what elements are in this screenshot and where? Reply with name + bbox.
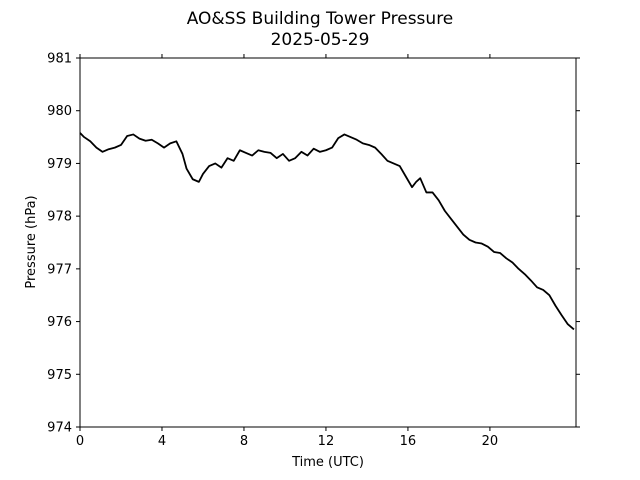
x-tick-label: 0	[76, 434, 84, 449]
y-tick-label: 979	[47, 157, 72, 172]
y-tick-label: 976	[47, 315, 72, 330]
x-tick-label: 16	[400, 434, 417, 449]
x-tick-label: 12	[318, 434, 335, 449]
y-tick-label: 975	[47, 368, 72, 383]
x-tick-label: 20	[482, 434, 499, 449]
chart-subtitle: 2025-05-29	[271, 30, 370, 50]
x-tick-label: 8	[240, 434, 248, 449]
y-tick-label: 978	[47, 210, 72, 225]
x-axis-label: Time (UTC)	[291, 455, 364, 470]
axes-frame	[79, 57, 577, 428]
y-tick-label: 981	[47, 52, 72, 67]
y-tick-label: 977	[47, 262, 72, 277]
y-axis-label: Pressure (hPa)	[24, 195, 39, 288]
x-tick-label: 4	[158, 434, 166, 449]
chart-title: AO&SS Building Tower Pressure	[187, 9, 454, 29]
y-tick-label: 974	[47, 421, 72, 436]
plot-area: 0 4 8 12 16 20 974 975 976 977 978 979 980 981	[47, 52, 580, 449]
series-line-0	[79, 132, 575, 331]
y-tick-label: 980	[47, 104, 72, 119]
